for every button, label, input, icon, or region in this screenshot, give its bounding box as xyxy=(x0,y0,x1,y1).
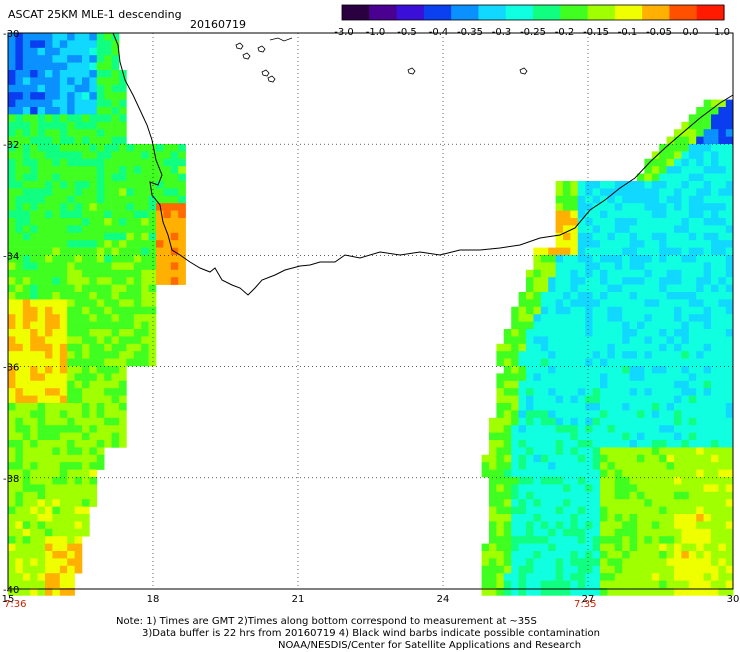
colorbar-segment xyxy=(369,5,398,20)
note-line-3: NOAA/NESDIS/Center for Satellite Applica… xyxy=(278,640,582,651)
colorbar-segment xyxy=(642,5,671,20)
colorbar-segment xyxy=(478,5,507,20)
colorbar-segment xyxy=(669,5,698,20)
colorbar-segment xyxy=(587,5,616,20)
lat-label: -36 xyxy=(3,363,19,374)
colorbar-segment xyxy=(423,5,452,20)
colorbar-segment xyxy=(342,5,370,20)
map-frame xyxy=(7,32,734,590)
colorbar-segment xyxy=(560,5,589,20)
lat-label: -30 xyxy=(3,29,19,40)
lat-lon-grid xyxy=(8,33,733,589)
lon-label: 18 xyxy=(147,594,160,605)
colorbar-segment xyxy=(396,5,425,20)
colorbar-segment xyxy=(505,5,534,20)
lon-label: 24 xyxy=(437,594,450,605)
map-title: ASCAT 25KM MLE-1 descending xyxy=(8,8,182,21)
lon-label: 30 xyxy=(727,594,740,605)
colorbar-segment xyxy=(696,5,725,20)
axis-labels: 15 18 21 24 27 30 -30 -32 -34 -36 -38 -40 xyxy=(2,29,740,605)
time-label-right: 7:35 xyxy=(574,599,597,610)
colorbar-segment xyxy=(533,5,561,20)
lat-label: -38 xyxy=(3,474,19,485)
lon-label: 21 xyxy=(292,594,305,605)
note-line-1: Note: 1) Times are GMT 2)Times along bot… xyxy=(116,616,537,627)
lon-label: 27 xyxy=(582,594,595,605)
note-line-2: 3)Data buffer is 22 hrs from 20160719 4)… xyxy=(142,628,600,639)
data-field xyxy=(8,33,734,596)
lat-label: -40 xyxy=(3,585,19,596)
colorbar-segment xyxy=(614,5,643,20)
lat-label: -32 xyxy=(3,140,19,151)
lon-label: 15 xyxy=(2,594,15,605)
colorbar-segment xyxy=(451,5,480,20)
coastline xyxy=(112,32,734,296)
time-label-left: 7:36 xyxy=(4,599,27,610)
map-date: 20160719 xyxy=(190,18,246,31)
lat-label: -34 xyxy=(3,251,19,262)
